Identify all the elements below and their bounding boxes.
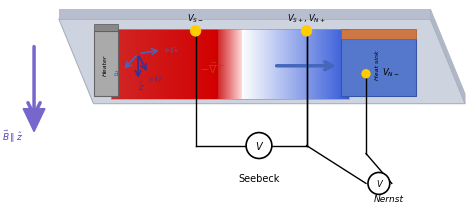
Text: V: V: [376, 179, 382, 188]
Polygon shape: [341, 40, 416, 96]
Text: Seebeck: Seebeck: [238, 174, 280, 184]
Text: $-\vec{\nabla}T$: $-\vec{\nabla}T$: [199, 60, 226, 75]
Circle shape: [301, 27, 311, 37]
Polygon shape: [59, 20, 465, 104]
Text: $c \parallel \hat{y}$: $c \parallel \hat{y}$: [148, 73, 164, 83]
Circle shape: [246, 133, 272, 159]
Circle shape: [362, 70, 370, 78]
Text: $V_{S+}, V_{N+}$: $V_{S+}, V_{N+}$: [287, 13, 326, 25]
Polygon shape: [23, 109, 45, 132]
Text: V: V: [255, 141, 262, 151]
Text: Heat sink: Heat sink: [375, 50, 381, 79]
Polygon shape: [93, 32, 118, 96]
Text: $b \parallel \hat{x}$: $b \parallel \hat{x}$: [164, 45, 180, 55]
Text: Heater: Heater: [103, 54, 108, 75]
Polygon shape: [341, 30, 416, 40]
Polygon shape: [93, 25, 118, 32]
Text: $a$: $a$: [113, 69, 119, 78]
Text: Nernst: Nernst: [374, 194, 404, 203]
Text: $\hat{z}$: $\hat{z}$: [138, 80, 145, 93]
Circle shape: [368, 173, 390, 194]
Text: $\vec{B} \parallel \hat{z}$: $\vec{B} \parallel \hat{z}$: [2, 128, 23, 144]
Text: $V_{S-}$: $V_{S-}$: [187, 13, 204, 25]
Polygon shape: [59, 10, 430, 20]
Text: $V_{N-}$: $V_{N-}$: [382, 66, 400, 79]
Circle shape: [191, 27, 201, 37]
Polygon shape: [430, 10, 465, 104]
Bar: [111, 30, 349, 99]
